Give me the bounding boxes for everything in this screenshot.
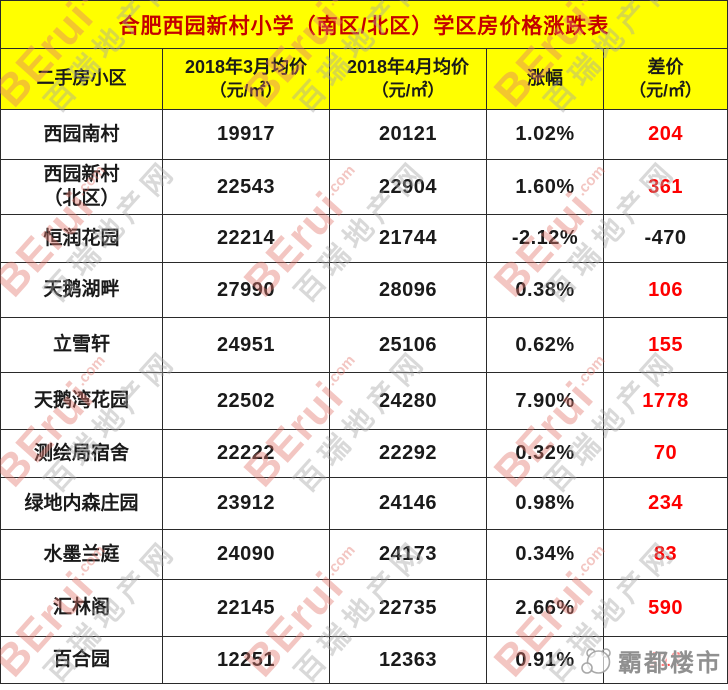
april-price: 24146	[329, 477, 487, 530]
table-title: 合肥西园新村小学（南区/北区）学区房价格涨跌表	[0, 0, 728, 49]
community-name: 百合园	[0, 636, 163, 684]
april-price: 22735	[329, 579, 487, 637]
april-price: 22904	[329, 159, 487, 215]
header-subline: （元/㎡）	[371, 80, 445, 100]
march-price: 22145	[162, 579, 330, 637]
march-price: 19917	[162, 109, 330, 160]
community-name: 天鹅湾花园	[0, 372, 163, 430]
table-row: 百合园 12251 12363 0.91% 112	[0, 636, 728, 684]
col-header-march-price: 2018年3月均价 （元/㎡）	[162, 48, 330, 110]
march-price: 24090	[162, 529, 330, 580]
header-line: 差价	[647, 57, 684, 78]
price-diff: 204	[602, 109, 728, 160]
change-pct: -2.12%	[486, 214, 604, 263]
april-price: 12363	[329, 636, 487, 684]
price-diff: 1778	[602, 372, 728, 430]
price-diff: 590	[602, 579, 728, 637]
price-diff: 70	[602, 429, 728, 478]
header-row: 二手房小区 2018年3月均价 （元/㎡） 2018年4月均价 （元/㎡） 涨幅…	[0, 48, 728, 110]
community-name: 恒润花园	[0, 214, 163, 263]
change-pct: 0.91%	[486, 636, 604, 684]
header-line: 2018年4月均价	[346, 57, 470, 78]
change-pct: 2.66%	[486, 579, 604, 637]
header-line: 涨幅	[527, 68, 563, 89]
table-row: 立雪轩 24951 25106 0.62% 155	[0, 317, 728, 373]
april-price: 24173	[329, 529, 487, 580]
header-line: 2018年3月均价	[184, 57, 308, 78]
march-price: 22543	[162, 159, 330, 215]
price-diff: 106	[602, 262, 728, 318]
price-diff: 83	[602, 529, 728, 580]
community-name: 立雪轩	[0, 317, 163, 373]
april-price: 28096	[329, 262, 487, 318]
table-row: 水墨兰庭 24090 24173 0.34% 83	[0, 529, 728, 580]
community-name: 水墨兰庭	[0, 529, 163, 580]
col-header-community: 二手房小区	[0, 48, 163, 110]
community-name: 西园新村 （北区）	[0, 159, 163, 215]
table-row: 绿地内森庄园 23912 24146 0.98% 234	[0, 477, 728, 530]
change-pct: 0.32%	[486, 429, 604, 478]
price-diff: 112	[602, 636, 728, 684]
april-price: 21744	[329, 214, 487, 263]
price-diff: 155	[602, 317, 728, 373]
price-diff: 361	[602, 159, 728, 215]
table-row: 西园南村 19917 20121 1.02% 204	[0, 109, 728, 160]
community-name: 汇林阁	[0, 579, 163, 637]
april-price: 24280	[329, 372, 487, 430]
change-pct: 0.38%	[486, 262, 604, 318]
price-diff: 234	[602, 477, 728, 530]
march-price: 22214	[162, 214, 330, 263]
change-pct: 0.62%	[486, 317, 604, 373]
table-row: 恒润花园 22214 21744 -2.12% -470	[0, 214, 728, 263]
march-price: 22502	[162, 372, 330, 430]
march-price: 24951	[162, 317, 330, 373]
change-pct: 0.34%	[486, 529, 604, 580]
table-row: 天鹅湖畔 27990 28096 0.38% 106	[0, 262, 728, 318]
community-name: 绿地内森庄园	[0, 477, 163, 530]
community-name: 天鹅湖畔	[0, 262, 163, 318]
community-name: 测绘局宿舍	[0, 429, 163, 478]
change-pct: 0.98%	[486, 477, 604, 530]
table-row: 西园新村 （北区） 22543 22904 1.60% 361	[0, 159, 728, 215]
col-header-change-pct: 涨幅	[486, 48, 604, 110]
table-row: 天鹅湾花园 22502 24280 7.90% 1778	[0, 372, 728, 430]
change-pct: 1.60%	[486, 159, 604, 215]
change-pct: 7.90%	[486, 372, 604, 430]
change-pct: 1.02%	[486, 109, 604, 160]
header-subline: （元/㎡）	[209, 80, 283, 100]
header-subline: （元/㎡）	[629, 80, 702, 100]
price-diff: -470	[602, 214, 728, 263]
march-price: 22222	[162, 429, 330, 478]
table-row: 测绘局宿舍 22222 22292 0.32% 70	[0, 429, 728, 478]
header-line: 二手房小区	[36, 68, 127, 89]
march-price: 23912	[162, 477, 330, 530]
april-price: 22292	[329, 429, 487, 478]
col-header-april-price: 2018年4月均价 （元/㎡）	[329, 48, 487, 110]
community-name: 西园南村	[0, 109, 163, 160]
april-price: 25106	[329, 317, 487, 373]
col-header-price-diff: 差价 （元/㎡）	[602, 48, 728, 110]
march-price: 27990	[162, 262, 330, 318]
table-row: 汇林阁 22145 22735 2.66% 590	[0, 579, 728, 637]
title-row: 合肥西园新村小学（南区/北区）学区房价格涨跌表	[0, 0, 728, 49]
april-price: 20121	[329, 109, 487, 160]
march-price: 12251	[162, 636, 330, 684]
